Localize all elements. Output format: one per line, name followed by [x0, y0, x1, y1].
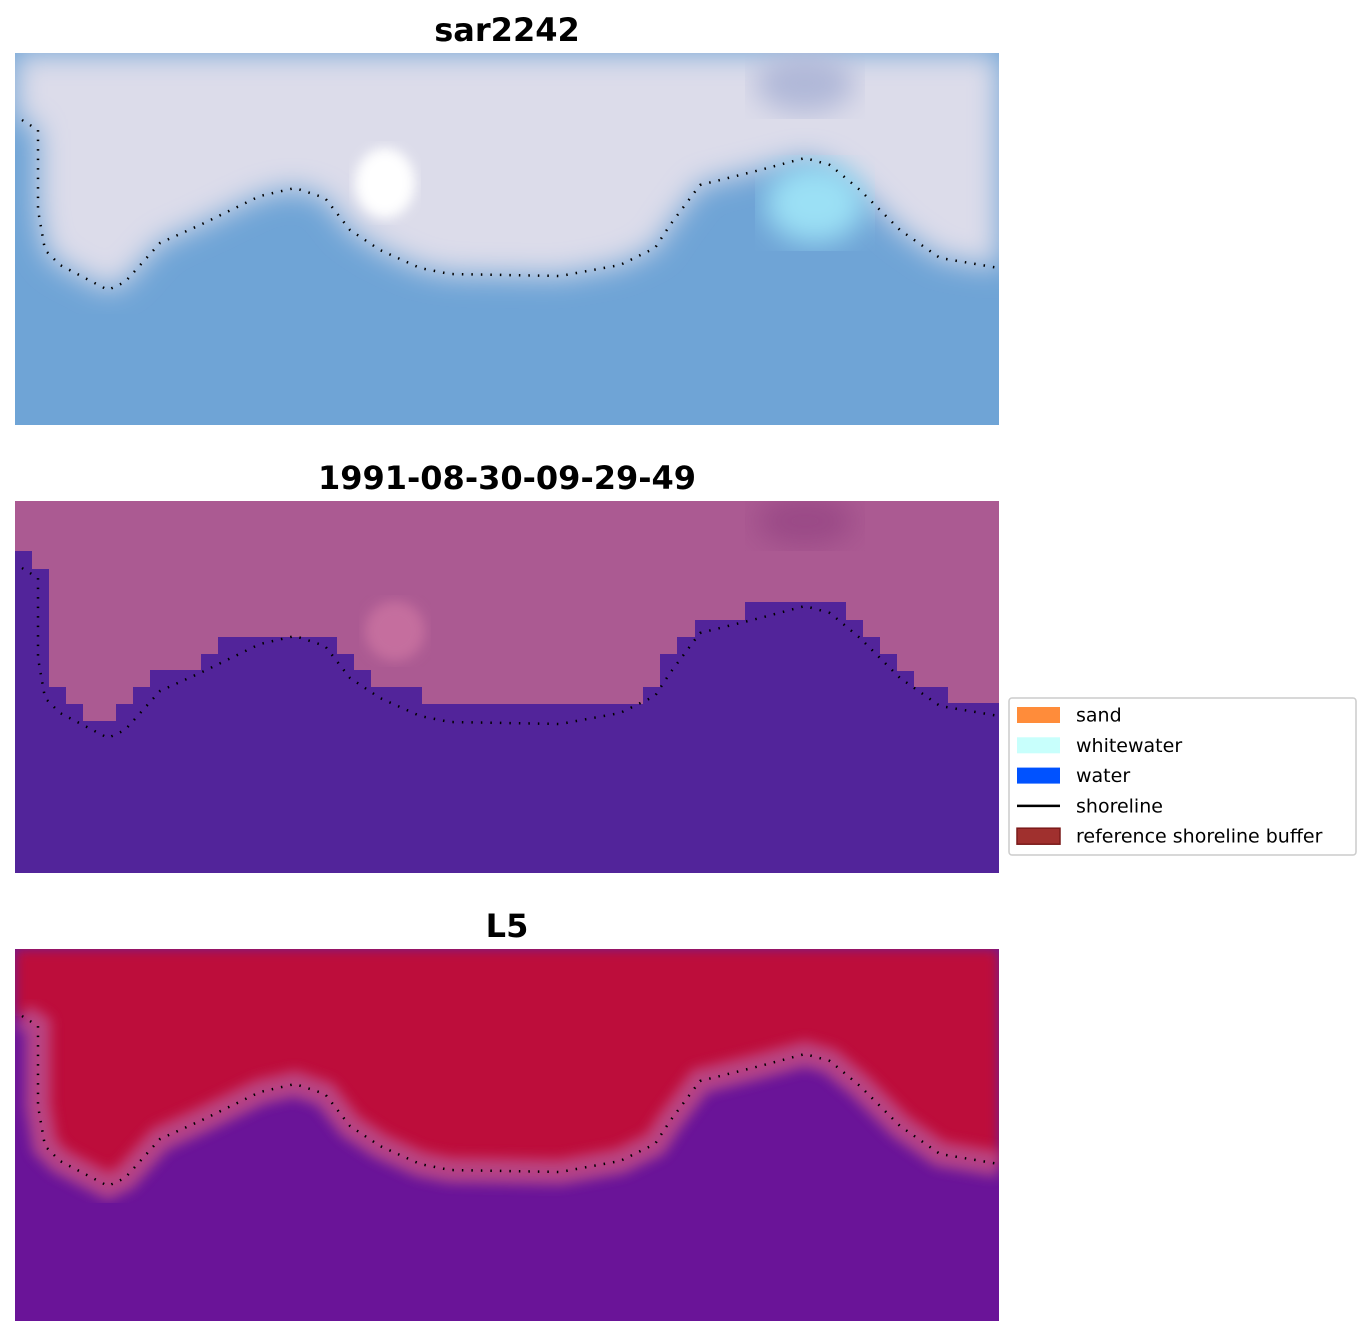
legend-swatch	[1017, 707, 1060, 723]
panel-title: L5	[486, 907, 529, 945]
legend-swatch	[1016, 827, 1061, 845]
legend-label: shoreline	[1076, 795, 1163, 817]
panel-title: sar2242	[434, 11, 579, 49]
legend-swatch	[1017, 767, 1060, 784]
legend-frame	[1008, 697, 1357, 856]
legend: sand whitewater water shoreline reference sh…	[1008, 697, 1357, 856]
image-panel	[15, 949, 999, 1321]
legend-label: reference shoreline buffer	[1076, 826, 1323, 848]
legend-label: sand	[1076, 705, 1122, 727]
image-panel	[15, 53, 999, 425]
legend-label: whitewater	[1076, 735, 1182, 757]
legend-label: water	[1076, 765, 1130, 787]
panel-title: 1991-08-30-09-29-49	[318, 459, 696, 497]
image-panel	[15, 501, 999, 873]
legend-swatch	[1017, 737, 1060, 754]
